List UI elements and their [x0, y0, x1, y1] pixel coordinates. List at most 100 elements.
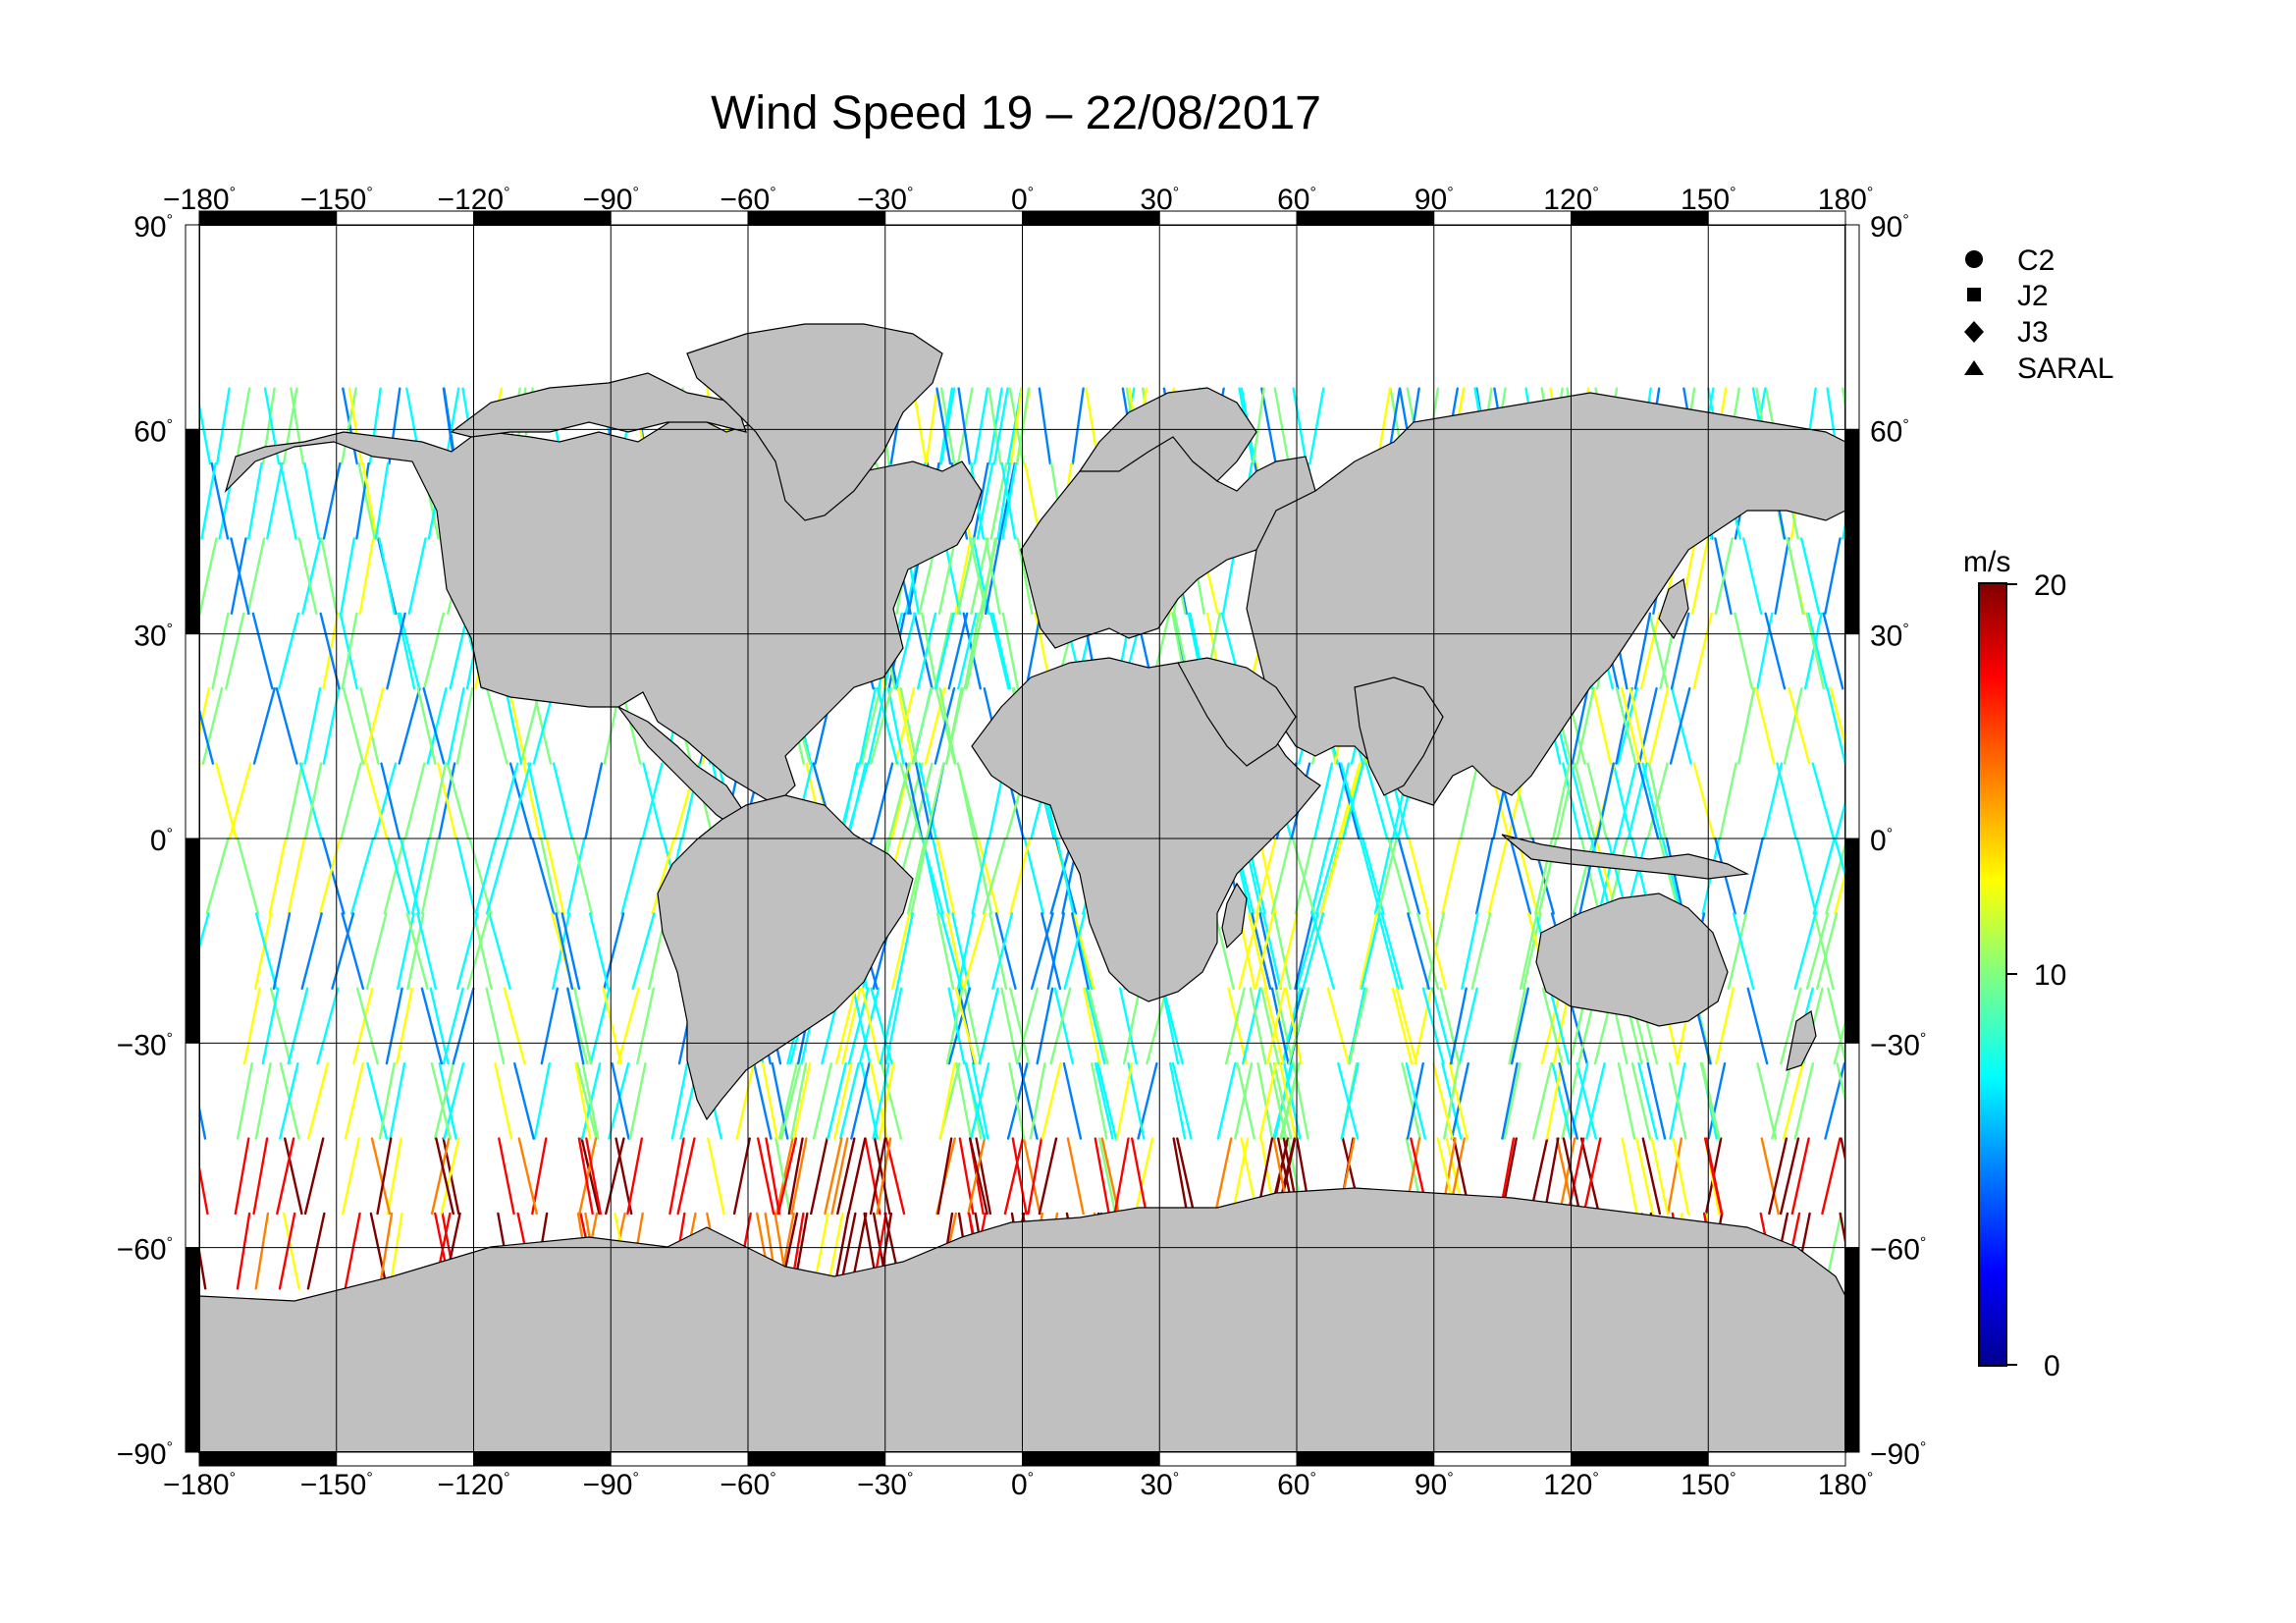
track-segment: [1380, 912, 1404, 990]
track-segment: [385, 987, 403, 1065]
track-segment: [577, 1137, 594, 1216]
track-segment: [117, 1139, 133, 1214]
track-segment: [373, 762, 398, 840]
track-segment: [1450, 1061, 1469, 1140]
track-segment: [320, 537, 339, 616]
track-segment: [2149, 989, 2168, 1063]
track-segment: [199, 687, 211, 739]
track-segment: [906, 837, 927, 915]
track-segment: [2005, 463, 2019, 538]
track-segment: [1312, 762, 1334, 840]
track-segment: [925, 387, 938, 465]
track-segment: [12, 989, 29, 1063]
track-segment: [355, 987, 379, 1065]
track-segment: [1131, 1137, 1148, 1216]
track-segment: [1248, 912, 1268, 990]
track-segment: [1320, 837, 1344, 915]
track-segment: [62, 764, 80, 839]
track-segment: [1227, 987, 1248, 1065]
track-segment: [1070, 912, 1090, 990]
lon-label-bottom: −60°: [720, 1469, 775, 1501]
track-segment: [1762, 762, 1784, 840]
track-segment: [236, 1212, 251, 1290]
track-segment: [1633, 612, 1652, 690]
track-segment: [628, 1061, 647, 1140]
track-segment: [1836, 1061, 1845, 1106]
track-segment: [420, 837, 440, 915]
track-segment: [1911, 839, 1930, 913]
lon-label-top: −90°: [583, 184, 639, 216]
track-segment: [199, 1162, 209, 1216]
track-segment: [70, 1214, 84, 1288]
track-segment: [1573, 837, 1595, 915]
square-icon: [1967, 288, 1981, 301]
track-segment: [438, 1061, 457, 1140]
track-segment: [485, 987, 506, 1065]
track-segment: [1458, 987, 1478, 1065]
track-segment: [1270, 837, 1292, 915]
lon-label-bottom: 30°: [1140, 1469, 1179, 1501]
track-segment: [884, 987, 903, 1065]
track-segment: [1826, 687, 1845, 765]
track-segment: [1648, 687, 1670, 765]
track-segment: [1063, 912, 1087, 990]
track-segment: [864, 1137, 881, 1216]
track-segment: [2064, 688, 2081, 763]
track-segment: [870, 1061, 888, 1140]
track-segment: [496, 762, 519, 840]
track-segment: [146, 463, 160, 538]
track-segment: [2035, 463, 2051, 538]
frame-segment-right: [1844, 633, 1860, 839]
track-segment: [2069, 538, 2085, 613]
track-segment: [1582, 1137, 1602, 1216]
track-segment: [1737, 687, 1756, 765]
track-segment: [2099, 1063, 2116, 1138]
track-segment: [1596, 762, 1615, 840]
track-segment: [872, 762, 894, 840]
track-segment: [1821, 1137, 1842, 1216]
track-segment: [298, 762, 323, 840]
track-segment: [1648, 612, 1670, 690]
longitude-labels-top: −180° −150° −120° −90° −60° −30° 0° 30° 60° 90° 12…: [163, 184, 1873, 216]
track-segment: [1011, 1137, 1028, 1216]
track-segment: [154, 1063, 171, 1138]
track-segment: [200, 461, 217, 540]
track-segment: [540, 837, 560, 915]
track-segment: [580, 1137, 601, 1216]
indonesia-landmass: [1501, 834, 1750, 880]
track-segment: [925, 762, 945, 840]
track-segment: [1122, 987, 1142, 1065]
track-segment: [2117, 913, 2134, 988]
track-segment: [56, 389, 67, 463]
track-segment: [1134, 1137, 1154, 1216]
track-segment: [1714, 537, 1734, 616]
track-segment: [430, 1137, 451, 1216]
track-segment: [1790, 1137, 1810, 1216]
track-segment: [552, 762, 573, 840]
track-segment: [761, 1061, 778, 1140]
frame-segment-right: [1844, 1042, 1860, 1249]
track-segment: [867, 687, 886, 765]
track-segment: [921, 612, 938, 690]
track-segment: [279, 461, 297, 540]
track-segment: [1589, 837, 1613, 915]
track-segment: [614, 1137, 633, 1216]
track-segment: [774, 1137, 791, 1216]
track-segment: [2137, 1063, 2153, 1138]
lon-label-top: 120°: [1543, 184, 1598, 216]
track-segment: [581, 1061, 600, 1140]
track-segment: [2174, 989, 2194, 1063]
track-segment: [6, 389, 20, 463]
track-segment: [988, 387, 1002, 465]
track-segment: [2072, 688, 2092, 763]
track-segment: [1041, 912, 1062, 990]
track-segment: [331, 912, 355, 990]
track-segment: [1041, 1061, 1062, 1140]
map-title: Wind Speed 19 – 22/08/2017: [711, 87, 1321, 139]
track-segment: [1258, 837, 1277, 915]
track-segment: [873, 1137, 891, 1216]
track-segment: [957, 612, 978, 690]
track-segment: [2048, 764, 2066, 839]
lat-label-right: 30°: [1870, 621, 1909, 653]
track-segment: [306, 1212, 326, 1290]
